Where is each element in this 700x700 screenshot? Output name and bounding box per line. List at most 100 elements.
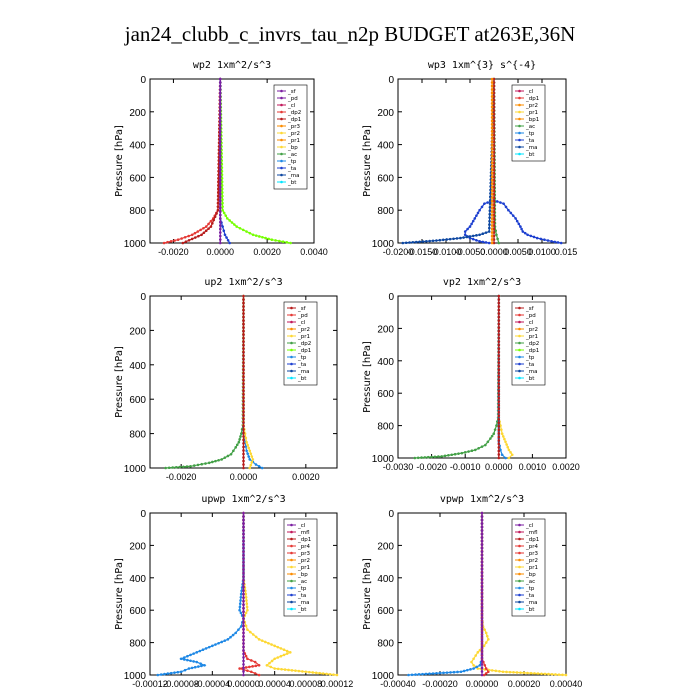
data-point bbox=[218, 231, 222, 234]
data-point bbox=[276, 667, 280, 671]
legend-marker bbox=[280, 180, 283, 184]
data-point bbox=[497, 301, 501, 305]
data-point bbox=[242, 585, 245, 589]
legend-marker bbox=[518, 117, 521, 121]
data-point bbox=[490, 199, 494, 203]
y-tick-label: 1000 bbox=[372, 239, 395, 250]
data-point bbox=[214, 459, 217, 463]
data-point bbox=[480, 613, 484, 617]
data-point bbox=[497, 439, 501, 442]
legend-label: _pr1 bbox=[297, 565, 310, 571]
data-point bbox=[497, 417, 501, 421]
data-point bbox=[543, 238, 546, 242]
legend-label: _pr1 bbox=[525, 334, 538, 340]
data-point bbox=[248, 466, 252, 470]
data-point bbox=[497, 435, 501, 439]
data-point bbox=[192, 660, 195, 663]
data-point bbox=[239, 599, 242, 602]
data-point bbox=[199, 228, 202, 232]
data-point bbox=[242, 645, 245, 649]
legend-marker bbox=[518, 96, 521, 100]
data-point bbox=[492, 102, 496, 105]
data-point bbox=[478, 648, 482, 652]
data-point bbox=[254, 635, 258, 639]
legend-label: _pr3 bbox=[525, 551, 539, 557]
legend-label: _tp bbox=[525, 131, 535, 137]
data-point bbox=[480, 617, 484, 620]
data-point bbox=[222, 211, 226, 215]
data-point bbox=[497, 393, 501, 396]
data-point bbox=[463, 451, 467, 454]
data-point bbox=[218, 119, 222, 123]
data-point bbox=[218, 182, 222, 185]
data-point bbox=[490, 434, 494, 438]
x-tick-label: -0.00004 bbox=[195, 679, 231, 689]
data-point bbox=[442, 671, 445, 675]
legend-marker bbox=[518, 89, 521, 93]
data-point bbox=[490, 175, 494, 179]
data-point bbox=[242, 550, 245, 554]
legend-label: _ma bbox=[297, 600, 309, 606]
legend-marker bbox=[290, 565, 293, 569]
legend-label: _ma bbox=[525, 369, 537, 375]
data-point bbox=[559, 241, 563, 245]
legend-marker bbox=[290, 586, 293, 590]
data-point bbox=[492, 432, 496, 436]
legend-marker bbox=[290, 530, 293, 534]
data-point bbox=[492, 241, 496, 245]
data-point bbox=[257, 638, 261, 641]
data-point bbox=[221, 225, 224, 228]
legend-label: _pr3 bbox=[297, 551, 311, 557]
data-point bbox=[448, 237, 452, 241]
panel-title: upwp 1xm^2/s^3 bbox=[201, 494, 285, 505]
data-point bbox=[242, 322, 245, 326]
y-tick-label: 1000 bbox=[372, 454, 395, 465]
data-point bbox=[234, 446, 238, 449]
data-point bbox=[492, 227, 496, 231]
data-point bbox=[497, 361, 501, 365]
data-point bbox=[494, 229, 497, 232]
legend-marker bbox=[280, 159, 283, 163]
data-point bbox=[460, 451, 464, 455]
data-point bbox=[430, 455, 433, 459]
data-point bbox=[196, 463, 200, 467]
y-tick-label: 200 bbox=[377, 324, 394, 335]
data-point bbox=[218, 150, 222, 154]
data-point bbox=[301, 670, 304, 673]
data-point bbox=[507, 456, 511, 460]
data-point bbox=[488, 223, 491, 226]
legend-marker bbox=[290, 537, 293, 541]
data-point bbox=[218, 105, 222, 109]
x-tick-label: -0.0050 bbox=[455, 247, 486, 257]
data-point bbox=[183, 235, 187, 239]
data-point bbox=[218, 154, 222, 158]
data-point bbox=[515, 219, 519, 223]
data-point bbox=[242, 466, 245, 470]
data-point bbox=[497, 354, 501, 358]
data-point bbox=[251, 458, 255, 461]
data-point bbox=[182, 658, 186, 661]
x-tick-label: -0.00020 bbox=[422, 679, 458, 689]
data-point bbox=[492, 175, 496, 179]
data-point bbox=[297, 669, 301, 673]
data-point bbox=[289, 241, 292, 245]
legend-marker bbox=[290, 579, 293, 583]
data-point bbox=[216, 208, 220, 212]
data-point bbox=[497, 456, 501, 460]
data-point bbox=[242, 354, 245, 357]
data-point bbox=[535, 236, 539, 240]
data-point bbox=[490, 98, 494, 102]
data-point bbox=[242, 350, 245, 354]
data-point bbox=[497, 446, 501, 449]
data-point bbox=[195, 660, 199, 664]
data-point bbox=[242, 589, 245, 592]
data-point bbox=[221, 191, 224, 194]
data-point bbox=[218, 178, 222, 182]
data-point bbox=[242, 371, 245, 375]
data-point bbox=[492, 161, 496, 165]
data-point bbox=[463, 233, 467, 237]
data-point bbox=[492, 199, 496, 203]
data-point bbox=[490, 178, 494, 182]
legend-label: _pr2 bbox=[525, 327, 538, 333]
